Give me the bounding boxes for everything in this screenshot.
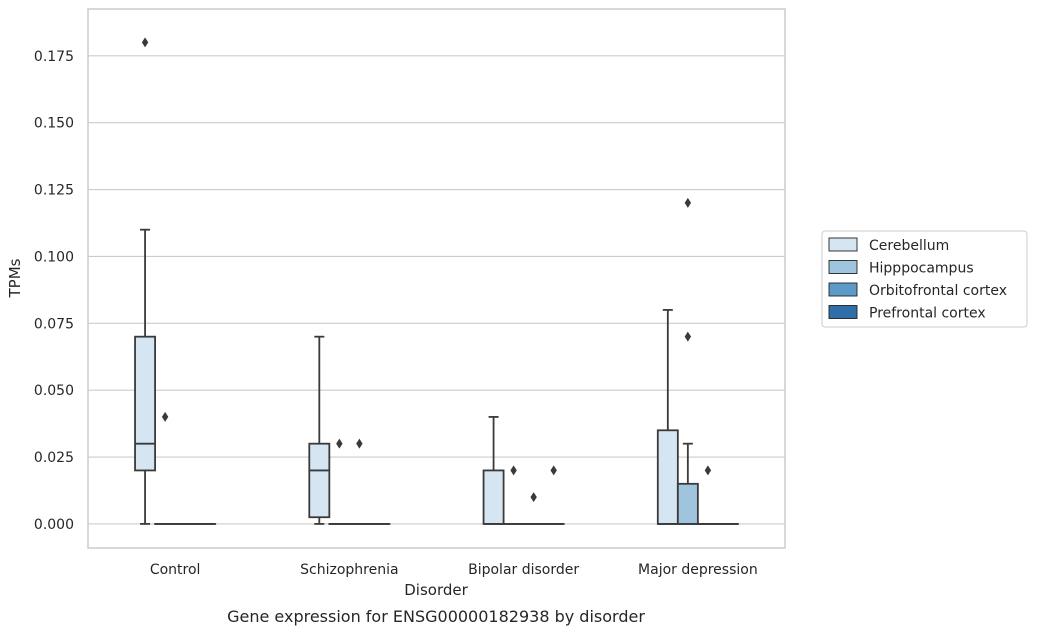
outlier-point [161,411,169,422]
outlier-point [356,438,363,449]
outlier-point [684,331,692,342]
outlier-point [550,465,557,476]
outlier-point [684,197,692,208]
y-axis-label: TPMs [6,258,24,298]
outlier-point [510,465,517,476]
outlier-point [530,492,537,503]
legend-label: Orbitofrontal cortex [869,283,1007,299]
box-body [308,442,331,519]
y-tick-label: 0.125 [34,183,74,199]
box-body [482,469,505,525]
box-body [656,429,679,525]
x-tick-label: Bipolar disorder [468,562,579,578]
legend-label: Cerebellum [869,238,949,254]
x-tick-label: Major depression [638,562,758,578]
box-hipppocampus [502,465,525,525]
legend-label: Hipppocampus [869,261,974,277]
box-orbitofrontal-cortex [522,492,545,525]
legend-items: Cerebellum Hipppocampus Orbitofrontal cort… [828,237,1007,322]
box-hipppocampus [154,411,177,525]
box-cerebellum [134,37,156,525]
x-tick-label: Control [150,562,201,578]
box-cerebellum [656,309,679,525]
legend-swatch [828,282,858,297]
x-tick-labels: Control Schizophrenia Bipolar disorder Majo… [150,562,758,578]
box-body [676,482,699,525]
y-tick-label: 0.100 [34,249,74,265]
y-tick-labels: 0.000 0.025 0.050 0.075 0.100 0.125 0.150 0.175 [34,49,74,533]
box-prefrontal-cortex [542,465,565,525]
legend-swatch [828,305,858,319]
y-tick-label: 0.150 [34,116,74,132]
box-orbitofrontal-cortex [348,438,371,525]
box-orbitofrontal-cortex [696,465,719,525]
box-cerebellum [308,335,331,525]
legend-swatch [828,260,858,274]
box-hipppocampus [676,197,699,525]
legend-swatch [828,237,858,252]
box-body [134,335,156,472]
outlier-point [704,465,712,476]
legend: Cerebellum Hipppocampus Orbitofrontal cort… [821,230,1028,328]
grid-lines [88,55,785,525]
box-hipppocampus [328,438,351,525]
box-cerebellum [482,416,505,525]
chart-caption: Gene expression for ENSG00000182938 by d… [227,607,645,626]
plot-frame [87,8,786,549]
outlier-point [141,37,149,48]
legend-frame [821,230,1028,328]
y-tick-label: 0.175 [34,49,74,65]
y-tick-label: 0.000 [34,517,74,533]
outlier-point [336,438,343,449]
y-tick-label: 0.075 [34,316,74,332]
y-tick-label: 0.050 [34,383,74,399]
y-tick-label: 0.025 [34,450,74,466]
x-tick-label: Schizophrenia [300,562,398,578]
legend-label: Prefrontal cortex [869,306,986,322]
box-series [134,37,739,525]
x-axis-label: Disorder [404,581,468,599]
